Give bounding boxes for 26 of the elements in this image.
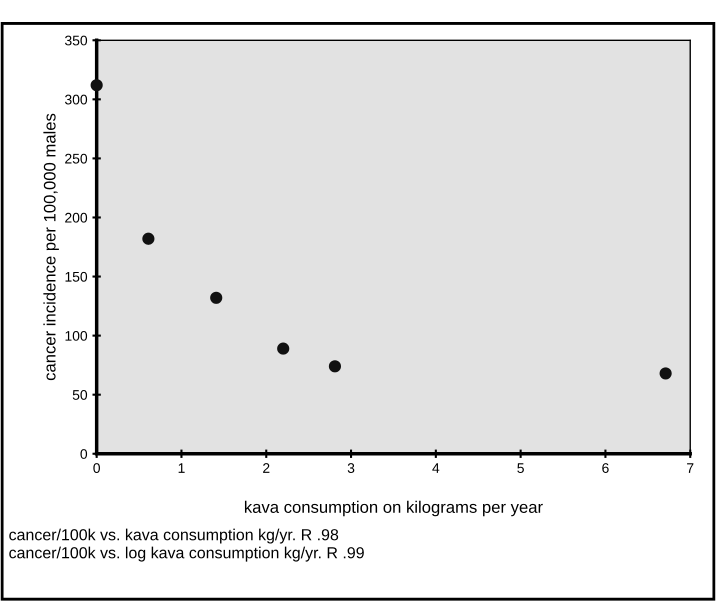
point [277, 342, 290, 355]
y-tick-label: 200 [65, 212, 88, 223]
x-tick-label: 5 [517, 463, 524, 473]
point [660, 367, 672, 380]
x-axis-title: kava consumption on kilograms per year [244, 500, 543, 516]
point [328, 360, 342, 372]
y-tick-label: 50 [72, 390, 88, 400]
x-tick-label: 1 [178, 463, 185, 473]
y-tick-label: 300 [64, 94, 88, 105]
text: cancer/100k vs. kava consumption kg/yr. R .98 [9, 528, 338, 544]
y-tick-label: 350 [64, 36, 88, 46]
x-tick-label: 4 [432, 463, 440, 473]
x-tick-label: 2 [263, 463, 270, 473]
y-tick-label: 150 [66, 272, 88, 282]
x-tick-label: 0 [93, 463, 100, 473]
x-tick-label: 6 [602, 463, 609, 473]
x-tick-label: 3 [348, 463, 354, 473]
y-tick-label: 250 [65, 154, 88, 164]
point [90, 79, 103, 92]
y-tick-label: 100 [66, 330, 88, 341]
point [210, 292, 222, 304]
x-tick-label: 7 [687, 463, 694, 473]
text: cancer/100k vs. log kava consumption kg/yr. R .99 [9, 546, 364, 562]
y-tick-label: 0 [80, 449, 88, 459]
point [142, 232, 154, 245]
y-axis-title: cancer incidence per 100,000 males [43, 114, 59, 380]
